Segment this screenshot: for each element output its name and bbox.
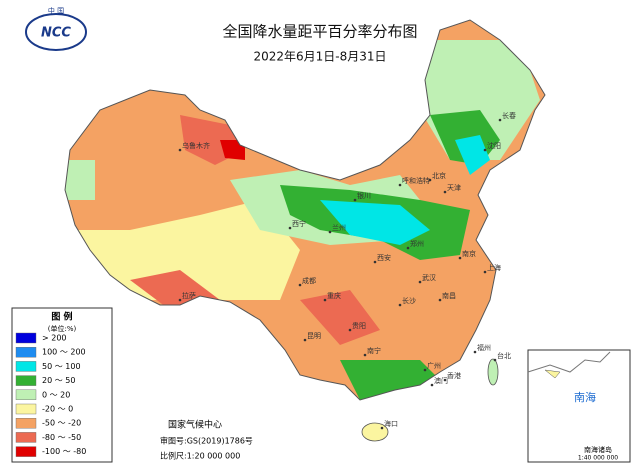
inset-sea: 南海 [574, 390, 596, 404]
city-name: 呼和浩特 [402, 176, 430, 185]
city-name: 重庆 [327, 291, 341, 300]
city-dot [363, 353, 367, 357]
city-name: 南昌 [442, 291, 456, 300]
legend: 图 例 (单位:%) > 200 100 ～ 200 50 ～ 100 20 ～ 50… [11, 307, 113, 463]
city-name: 海口 [384, 419, 398, 428]
city-name: 长春 [502, 111, 516, 120]
legend-label: -100 ～ -80 [42, 447, 86, 456]
city-name: 天津 [447, 184, 461, 192]
city-dot [430, 383, 434, 387]
city-dot [380, 426, 384, 430]
city-name: 乌鲁木齐 [182, 141, 210, 150]
legend-swatch [15, 403, 37, 415]
city-dot [428, 178, 432, 182]
city-dot [406, 246, 410, 250]
legend-swatch [15, 332, 37, 344]
logo-text: NCC [41, 26, 71, 41]
logo-org: 中 国 [48, 6, 64, 15]
city-dot [348, 328, 352, 332]
city-name: 南宁 [367, 346, 381, 355]
city-dot [353, 198, 357, 202]
city-name: 昆明 [307, 332, 321, 340]
legend-unit: (单位:%) [48, 324, 77, 333]
city-dot [483, 270, 487, 274]
city-dot [443, 190, 447, 194]
map-subtitle: 2022年6月1日-8月31日 [253, 50, 386, 64]
city-name: 南京 [462, 249, 476, 258]
city-name: 郑州 [410, 240, 424, 248]
city-name: 福州 [477, 343, 491, 352]
city-dot [303, 338, 307, 342]
legend-swatch [15, 418, 37, 429]
city-name: 香港 [447, 371, 461, 380]
legend-title: 图 例 [51, 311, 72, 323]
legend-swatch [15, 375, 37, 386]
city-name: 兰州 [332, 223, 346, 232]
legend-label: 50 ～ 100 [42, 362, 81, 371]
city-name: 沈阳 [487, 141, 501, 150]
city-name: 广州 [427, 361, 441, 370]
city-dot [288, 226, 292, 230]
inset-scale: 1:40 000 000 [578, 455, 618, 462]
city-dot [328, 230, 332, 234]
logo: 中 国 NCC [25, 6, 87, 51]
legend-label: > 200 [42, 334, 67, 343]
city-name: 银川 [357, 191, 371, 200]
legend-label: -20 ～ 0 [42, 405, 73, 414]
legend-label: 100 ～ 200 [42, 348, 86, 357]
city-dot [298, 283, 302, 287]
footer-text: 审图号:GS(2019)1786号 [160, 436, 253, 446]
city-name: 台北 [497, 351, 511, 360]
legend-label: -80 ～ -50 [42, 433, 81, 442]
city-name: 成都 [302, 276, 316, 285]
city-dot [178, 148, 182, 152]
legend-swatch [15, 347, 37, 358]
legend-label: -50 ～ -20 [42, 419, 81, 428]
city-dot [483, 148, 487, 152]
city-dot [438, 298, 442, 302]
city-dot [493, 358, 497, 362]
city-name: 西宁 [292, 219, 306, 228]
city-name: 西安 [377, 253, 391, 262]
city-name: 贵阳 [352, 321, 366, 330]
map-title: 全国降水量距平百分率分布图 [222, 23, 417, 41]
legend-swatch [15, 389, 37, 400]
legend-swatch [15, 361, 37, 372]
city-dot [473, 350, 477, 354]
inset-label: 南海诸岛 [584, 445, 612, 454]
city-dot [323, 298, 327, 302]
city-name: 上海 [487, 263, 501, 272]
legend-swatch [15, 432, 37, 443]
city-name: 长沙 [402, 296, 416, 305]
city-dot [423, 368, 427, 372]
footer-text: 国家气候中心 [168, 419, 222, 431]
city-dot [178, 298, 182, 302]
taiwan [487, 358, 499, 386]
city-name: 武汉 [422, 273, 436, 282]
city-name: 澳门 [434, 376, 448, 385]
legend-label: 20 ～ 50 [42, 376, 75, 385]
footer-text: 比例尺:1:20 000 000 [160, 451, 240, 461]
inset-map: 南海 南海诸岛 1:40 000 000 [527, 349, 631, 463]
legend-swatch [15, 446, 37, 457]
city-dot [373, 260, 377, 264]
city-dot [443, 378, 447, 382]
city-dot [398, 303, 402, 307]
city-dot [398, 183, 402, 187]
city-name: 拉萨 [182, 291, 196, 300]
city-dot [498, 118, 502, 122]
legend-label: 0 ～ 20 [42, 390, 70, 399]
city-dot [418, 280, 422, 284]
city-dot [458, 256, 462, 260]
city-name: 北京 [432, 171, 446, 180]
